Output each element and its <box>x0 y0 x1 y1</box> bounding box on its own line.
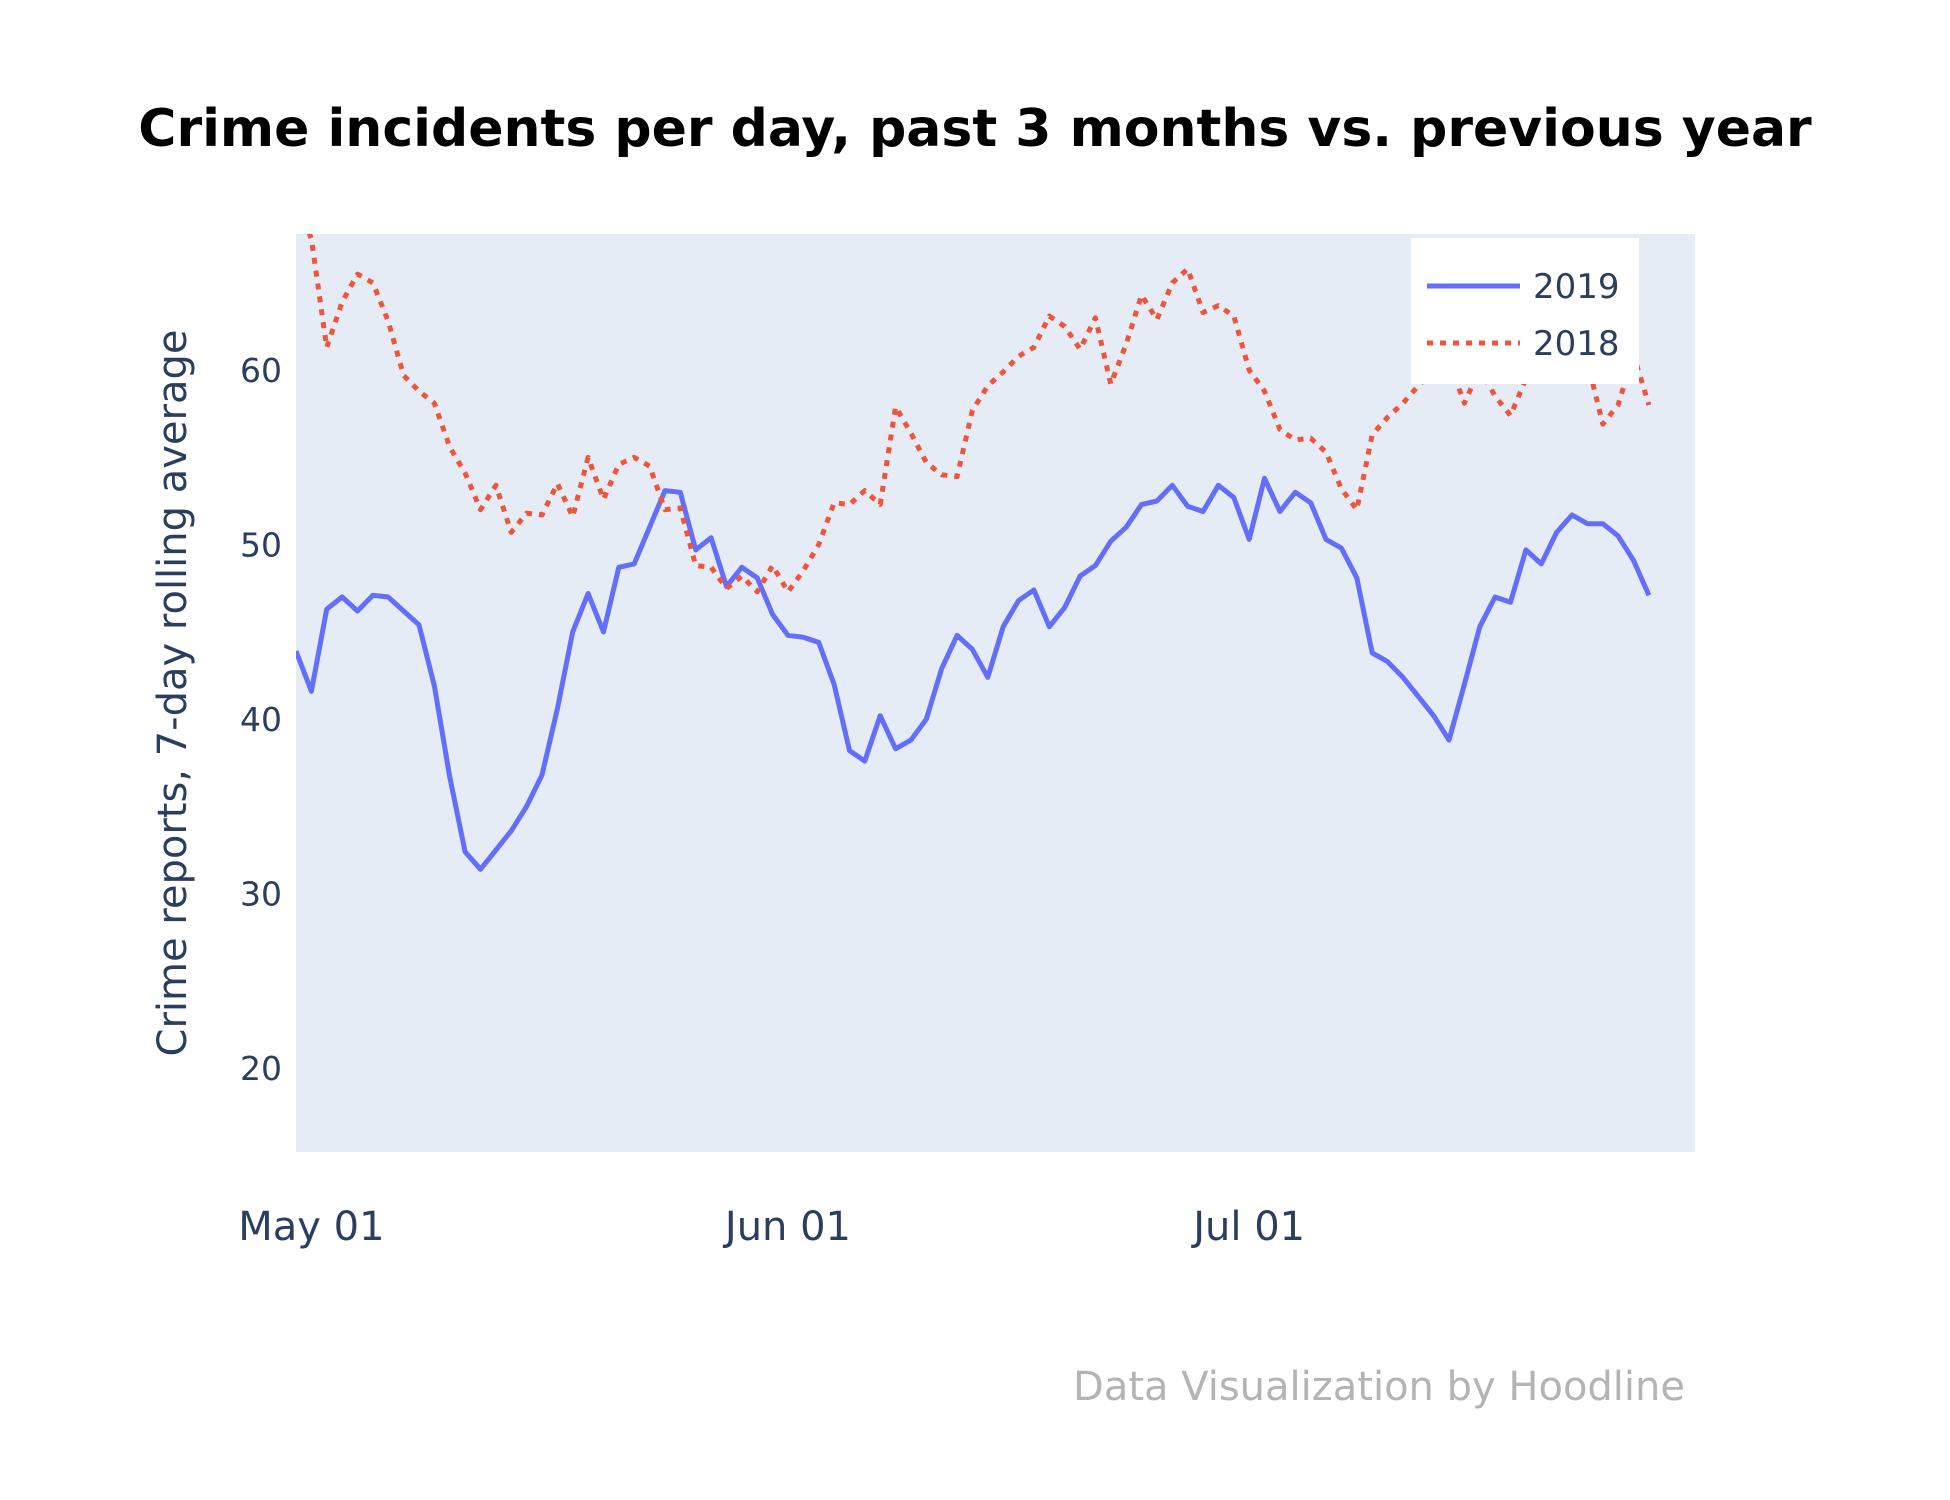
legend-label-2018: 2018 <box>1533 324 1620 364</box>
y-axis-label: Crime reports, 7-day rolling average <box>150 330 196 1057</box>
legend-box <box>1411 238 1639 384</box>
y-tick-label: 50 <box>240 526 282 565</box>
chart-title: Crime incidents per day, past 3 months v… <box>138 99 1812 159</box>
y-axis-ticks: 20 30 40 50 60 <box>240 351 282 1088</box>
x-tick-label: May 01 <box>238 1204 384 1250</box>
x-axis-ticks: May 01 Jun 01 Jul 01 <box>238 1204 1305 1250</box>
y-tick-label: 30 <box>240 875 282 914</box>
legend[interactable]: 2019 2018 <box>1411 238 1639 384</box>
credit-text: Data Visualization by Hoodline <box>1073 1364 1685 1410</box>
series-line-2019 <box>296 475 1652 872</box>
y-tick-label: 60 <box>240 351 282 390</box>
y-tick-label: 40 <box>240 700 282 739</box>
legend-label-2019: 2019 <box>1533 267 1620 307</box>
y-tick-label: 20 <box>240 1049 282 1088</box>
x-tick-label: Jun 01 <box>722 1204 851 1250</box>
x-tick-label: Jul 01 <box>1190 1204 1305 1250</box>
